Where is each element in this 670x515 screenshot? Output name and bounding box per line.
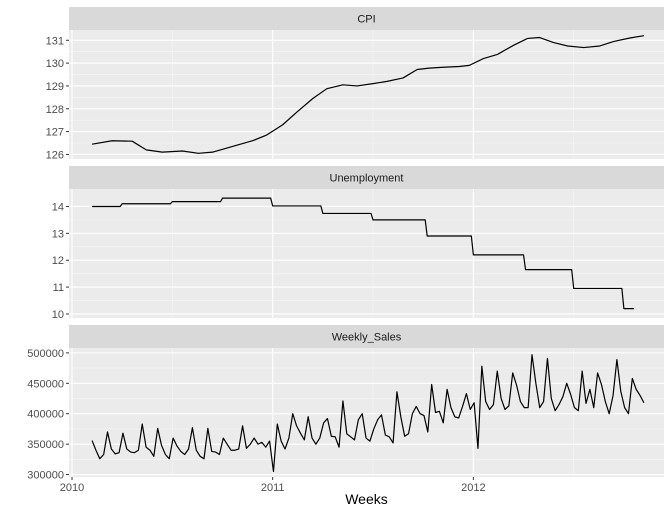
series-line-weekly-sales <box>91 354 645 473</box>
y-tick-label: 14 <box>52 201 64 213</box>
y-tick-label: 131 <box>46 35 64 47</box>
y-tick-label: 450000 <box>27 378 64 390</box>
y-tick-label: 128 <box>46 104 64 116</box>
x-tick-label: 2012 <box>461 482 485 494</box>
y-tick-label: 127 <box>46 127 64 139</box>
y-tick-label: 13 <box>52 228 64 240</box>
facet-strip-cpi <box>69 7 664 30</box>
y-tick-label: 400000 <box>27 409 64 421</box>
y-tick-label: 500000 <box>27 348 64 360</box>
y-tick-label: 350000 <box>27 439 64 451</box>
series-line-unemployment <box>92 197 634 310</box>
panel-background-cpi <box>69 30 664 159</box>
facet-title-weekly-sales: Weekly_Sales <box>332 332 402 344</box>
x-tick-label: 2011 <box>261 482 285 494</box>
facet-title-unemployment: Unemployment <box>330 173 404 185</box>
series-line-cpi <box>91 35 645 154</box>
x-tick-label: 2010 <box>60 482 84 494</box>
y-tick-label: 11 <box>53 282 64 294</box>
y-tick-label: 12 <box>52 255 64 267</box>
facet-title-cpi: CPI <box>357 14 375 26</box>
panel-background-unemployment <box>69 189 664 318</box>
facet-strip-unemployment <box>69 166 664 189</box>
y-tick-label: 130 <box>46 58 64 70</box>
panel-background-weekly-sales <box>69 348 664 477</box>
y-tick-label: 129 <box>46 81 64 93</box>
x-axis-title: Weeks <box>345 491 388 507</box>
y-tick-label: 10 <box>52 309 64 321</box>
y-tick-label: 126 <box>46 149 64 161</box>
facet-strip-weekly-sales <box>69 325 664 348</box>
y-tick-label: 300000 <box>27 470 64 482</box>
